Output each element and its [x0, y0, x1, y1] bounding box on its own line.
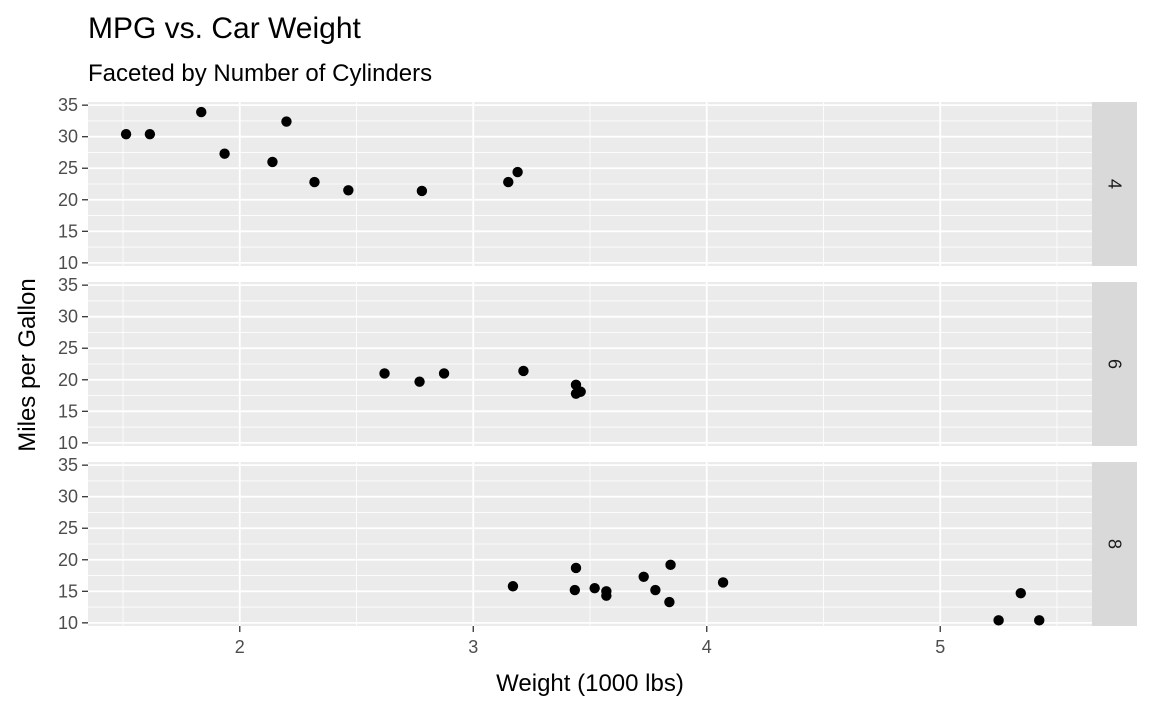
facet-strip-label: 6	[1105, 359, 1125, 369]
data-point	[196, 106, 207, 118]
data-point	[638, 571, 649, 582]
facet-panel-4: 10 15 20 25 30 35 4	[58, 95, 1137, 273]
data-point	[309, 176, 320, 188]
data-point	[664, 596, 675, 608]
data-point	[503, 176, 514, 188]
y-tick-label: 35	[58, 275, 78, 295]
data-point	[379, 368, 390, 379]
chart-subtitle: Faceted by Number of Cylinders	[88, 60, 432, 87]
data-point	[650, 584, 661, 596]
x-axis-label: Weight (1000 lbs)	[496, 670, 684, 697]
y-tick-label: 10	[58, 253, 78, 273]
y-tick-label: 20	[58, 550, 78, 570]
y-tick-label: 15	[58, 401, 78, 421]
y-tick-label: 25	[58, 158, 78, 178]
y-tick-label: 10	[58, 433, 78, 453]
x-tick-label: 2	[235, 637, 245, 657]
facet-strip	[1092, 102, 1137, 266]
y-axis-label: Miles per Gallon	[14, 278, 41, 451]
x-axis: 2 3 4 5	[235, 626, 945, 657]
data-point	[518, 365, 529, 377]
facet-strip-label: 8	[1105, 539, 1125, 549]
y-tick-label: 10	[58, 613, 78, 633]
data-point	[267, 156, 278, 168]
data-point	[120, 128, 132, 140]
x-tick-label: 5	[935, 637, 945, 657]
y-tick-label: 30	[58, 307, 78, 327]
data-point	[144, 128, 156, 140]
y-tick-label: 15	[58, 221, 78, 241]
y-tick-label: 35	[58, 455, 78, 475]
data-point	[281, 116, 292, 127]
facet-strip	[1092, 462, 1137, 626]
data-point	[993, 615, 1004, 626]
y-tick-label: 25	[58, 518, 78, 538]
facet-panels: 10 15 20 25 30 35 4 10 15 20 25 30 35 6 10 15 20 25 30 35 8	[58, 95, 1137, 633]
data-point	[512, 166, 523, 178]
data-point	[438, 368, 450, 379]
y-tick-label: 20	[58, 370, 78, 390]
data-point	[1034, 615, 1045, 626]
y-tick-label: 30	[58, 487, 78, 507]
data-point	[575, 386, 586, 397]
chart-title: MPG vs. Car Weight	[88, 12, 362, 45]
data-point	[414, 376, 425, 387]
x-tick-label: 4	[702, 637, 712, 657]
y-tick-label: 15	[58, 581, 78, 601]
facet-strip	[1092, 282, 1137, 446]
data-point	[570, 562, 582, 574]
data-point	[219, 148, 230, 159]
facet-strip-label: 4	[1105, 179, 1125, 189]
y-tick-label: 25	[58, 338, 78, 358]
data-point	[569, 584, 581, 596]
data-point	[589, 582, 600, 594]
data-point	[507, 581, 519, 592]
data-point	[343, 185, 354, 196]
y-tick-label: 35	[58, 95, 78, 115]
data-point	[601, 586, 612, 597]
data-point	[1015, 588, 1026, 599]
data-point	[416, 185, 428, 197]
data-point	[665, 559, 676, 571]
y-tick-label: 20	[58, 190, 78, 210]
facet-panel-8: 10 15 20 25 30 35 8	[58, 455, 1137, 633]
y-tick-label: 30	[58, 127, 78, 147]
x-tick-label: 3	[468, 637, 478, 657]
data-point	[717, 577, 729, 588]
facet-panel-6: 10 15 20 25 30 35 6	[58, 275, 1137, 453]
